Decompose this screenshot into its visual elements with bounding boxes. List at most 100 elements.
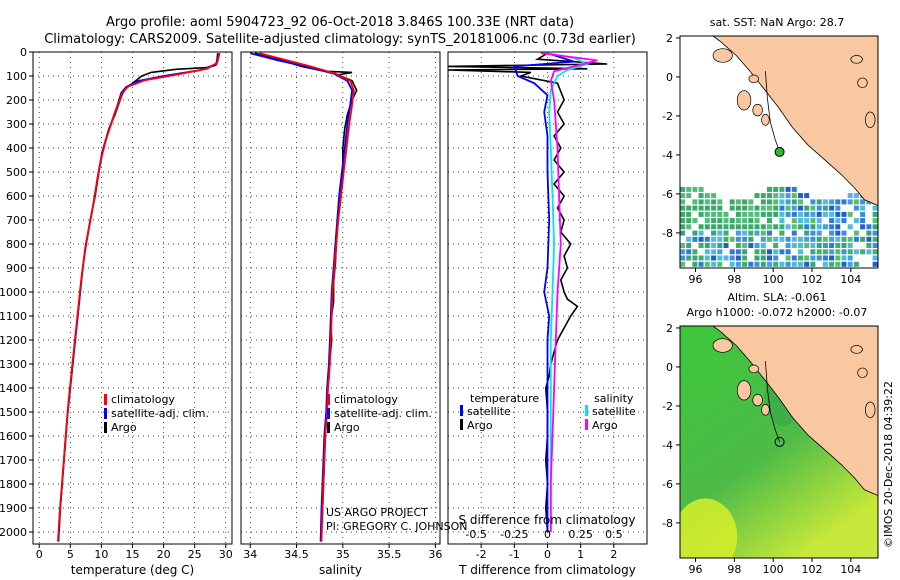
- sst-cell: [717, 261, 723, 267]
- x-tick-label: 0: [36, 548, 43, 561]
- sst-cell: [810, 249, 816, 255]
- x-tick-label-s: 0: [544, 528, 551, 541]
- sst-cell: [835, 243, 841, 248]
- sst-cell: [748, 218, 754, 224]
- sst-cell: [773, 224, 779, 230]
- sst-cell: [829, 224, 835, 230]
- map-x-tick-label: 96: [689, 563, 703, 576]
- sst-cell: [735, 205, 741, 211]
- sst-cell: [760, 193, 766, 199]
- sst-cell: [773, 261, 779, 267]
- y-tick-label: 1600: [0, 430, 27, 443]
- map-x-tick-label: 102: [802, 273, 823, 286]
- sst-cell: [729, 249, 735, 255]
- sst-cell: [680, 249, 685, 255]
- sst-cell: [853, 236, 859, 242]
- sst-cell: [853, 199, 859, 205]
- sst-cell: [872, 249, 878, 255]
- sst-cell: [816, 230, 822, 236]
- sst-cell: [785, 224, 791, 230]
- sst-cell: [853, 261, 859, 267]
- sst-cell: [773, 236, 779, 242]
- legend-title-salinity: salinity: [594, 392, 634, 405]
- x-tick-label-s: -0.25: [500, 528, 528, 541]
- sst-cell: [829, 243, 835, 248]
- temperature-panel: 0100200300400500600700800900100011001200…: [0, 46, 233, 577]
- sst-cell: [704, 211, 710, 217]
- sst-cell: [729, 199, 735, 205]
- sst-cell: [754, 255, 760, 261]
- sst-cell: [680, 261, 685, 267]
- sst-cell: [822, 199, 828, 205]
- x-tick-label: 36: [428, 548, 442, 561]
- sst-cell: [760, 255, 766, 261]
- y-tick-label: 500: [6, 166, 27, 179]
- legend-swatch: [104, 394, 107, 405]
- sst-cell: [835, 230, 841, 236]
- sst-cell: [692, 186, 698, 192]
- sst-cell: [686, 186, 692, 192]
- argo-float-marker: [774, 146, 785, 157]
- legend-label: Argo: [111, 421, 137, 434]
- sst-cell: [754, 230, 760, 236]
- map-x-tick-label: 102: [802, 563, 823, 576]
- sst-cell: [698, 236, 704, 242]
- sst-cell: [723, 230, 729, 236]
- map-x-tick-label: 104: [840, 563, 861, 576]
- x-tick-label: 1: [577, 548, 584, 561]
- island: [712, 48, 733, 63]
- sst-cell: [773, 243, 779, 248]
- sst-cell: [816, 243, 822, 248]
- difference-series-s-satellite: [547, 52, 590, 532]
- sst-cell: [680, 230, 685, 236]
- sst-cell: [748, 236, 754, 242]
- sst-cell: [785, 243, 791, 248]
- sst-cell: [704, 193, 710, 199]
- sst-cell: [680, 186, 685, 192]
- sst_map-frame: [679, 35, 879, 269]
- argo-float-marker: [774, 436, 785, 447]
- sst-cell: [717, 243, 723, 248]
- sst-cell: [810, 255, 816, 261]
- sst-cell: [748, 261, 754, 267]
- y-tick-label: 1100: [0, 310, 27, 323]
- x-tick-label: 35: [336, 548, 350, 561]
- legend-label: climatology: [111, 393, 175, 406]
- temperature-xlabel: temperature (deg C): [71, 563, 194, 577]
- sst-cell: [767, 236, 772, 242]
- sst-cell: [847, 199, 853, 205]
- sst-cell: [698, 199, 704, 205]
- sst-cell: [804, 193, 810, 199]
- sst-cell: [704, 236, 710, 242]
- x-tick-label-s: 0.5: [605, 528, 623, 541]
- sst-cell: [767, 224, 772, 230]
- y-tick-label: 1400: [0, 382, 27, 395]
- sst-cell: [835, 255, 841, 261]
- sst-cell: [791, 193, 797, 199]
- y-tick-label: 2000: [0, 526, 27, 539]
- sla_map-frame: [679, 325, 879, 559]
- sst-cell: [872, 230, 878, 236]
- sst-cell: [723, 236, 729, 242]
- map-y-tick-label: -4: [662, 439, 673, 452]
- y-tick-label: 1000: [0, 286, 27, 299]
- map-y-tick-label: -8: [662, 227, 673, 240]
- sst-cell: [729, 218, 735, 224]
- map-y-tick-label: -6: [662, 188, 673, 201]
- sst-cell: [704, 243, 710, 248]
- sst-cell: [686, 218, 692, 224]
- sst-cell: [754, 224, 760, 230]
- sst-cell: [729, 255, 735, 261]
- sst-cell: [866, 236, 872, 242]
- sst-cell: [742, 205, 748, 211]
- map-body: [680, 326, 878, 558]
- legend-label: climatology: [334, 393, 398, 406]
- sst-cell: [686, 255, 692, 261]
- sst-cell: [773, 199, 779, 205]
- sst-cell: [847, 249, 853, 255]
- map-y-tick-label: -6: [662, 478, 673, 491]
- sst-cell: [779, 193, 785, 199]
- x-tick-label: 10: [94, 548, 108, 561]
- sst-cell: [872, 211, 878, 217]
- sst-cell: [816, 255, 822, 261]
